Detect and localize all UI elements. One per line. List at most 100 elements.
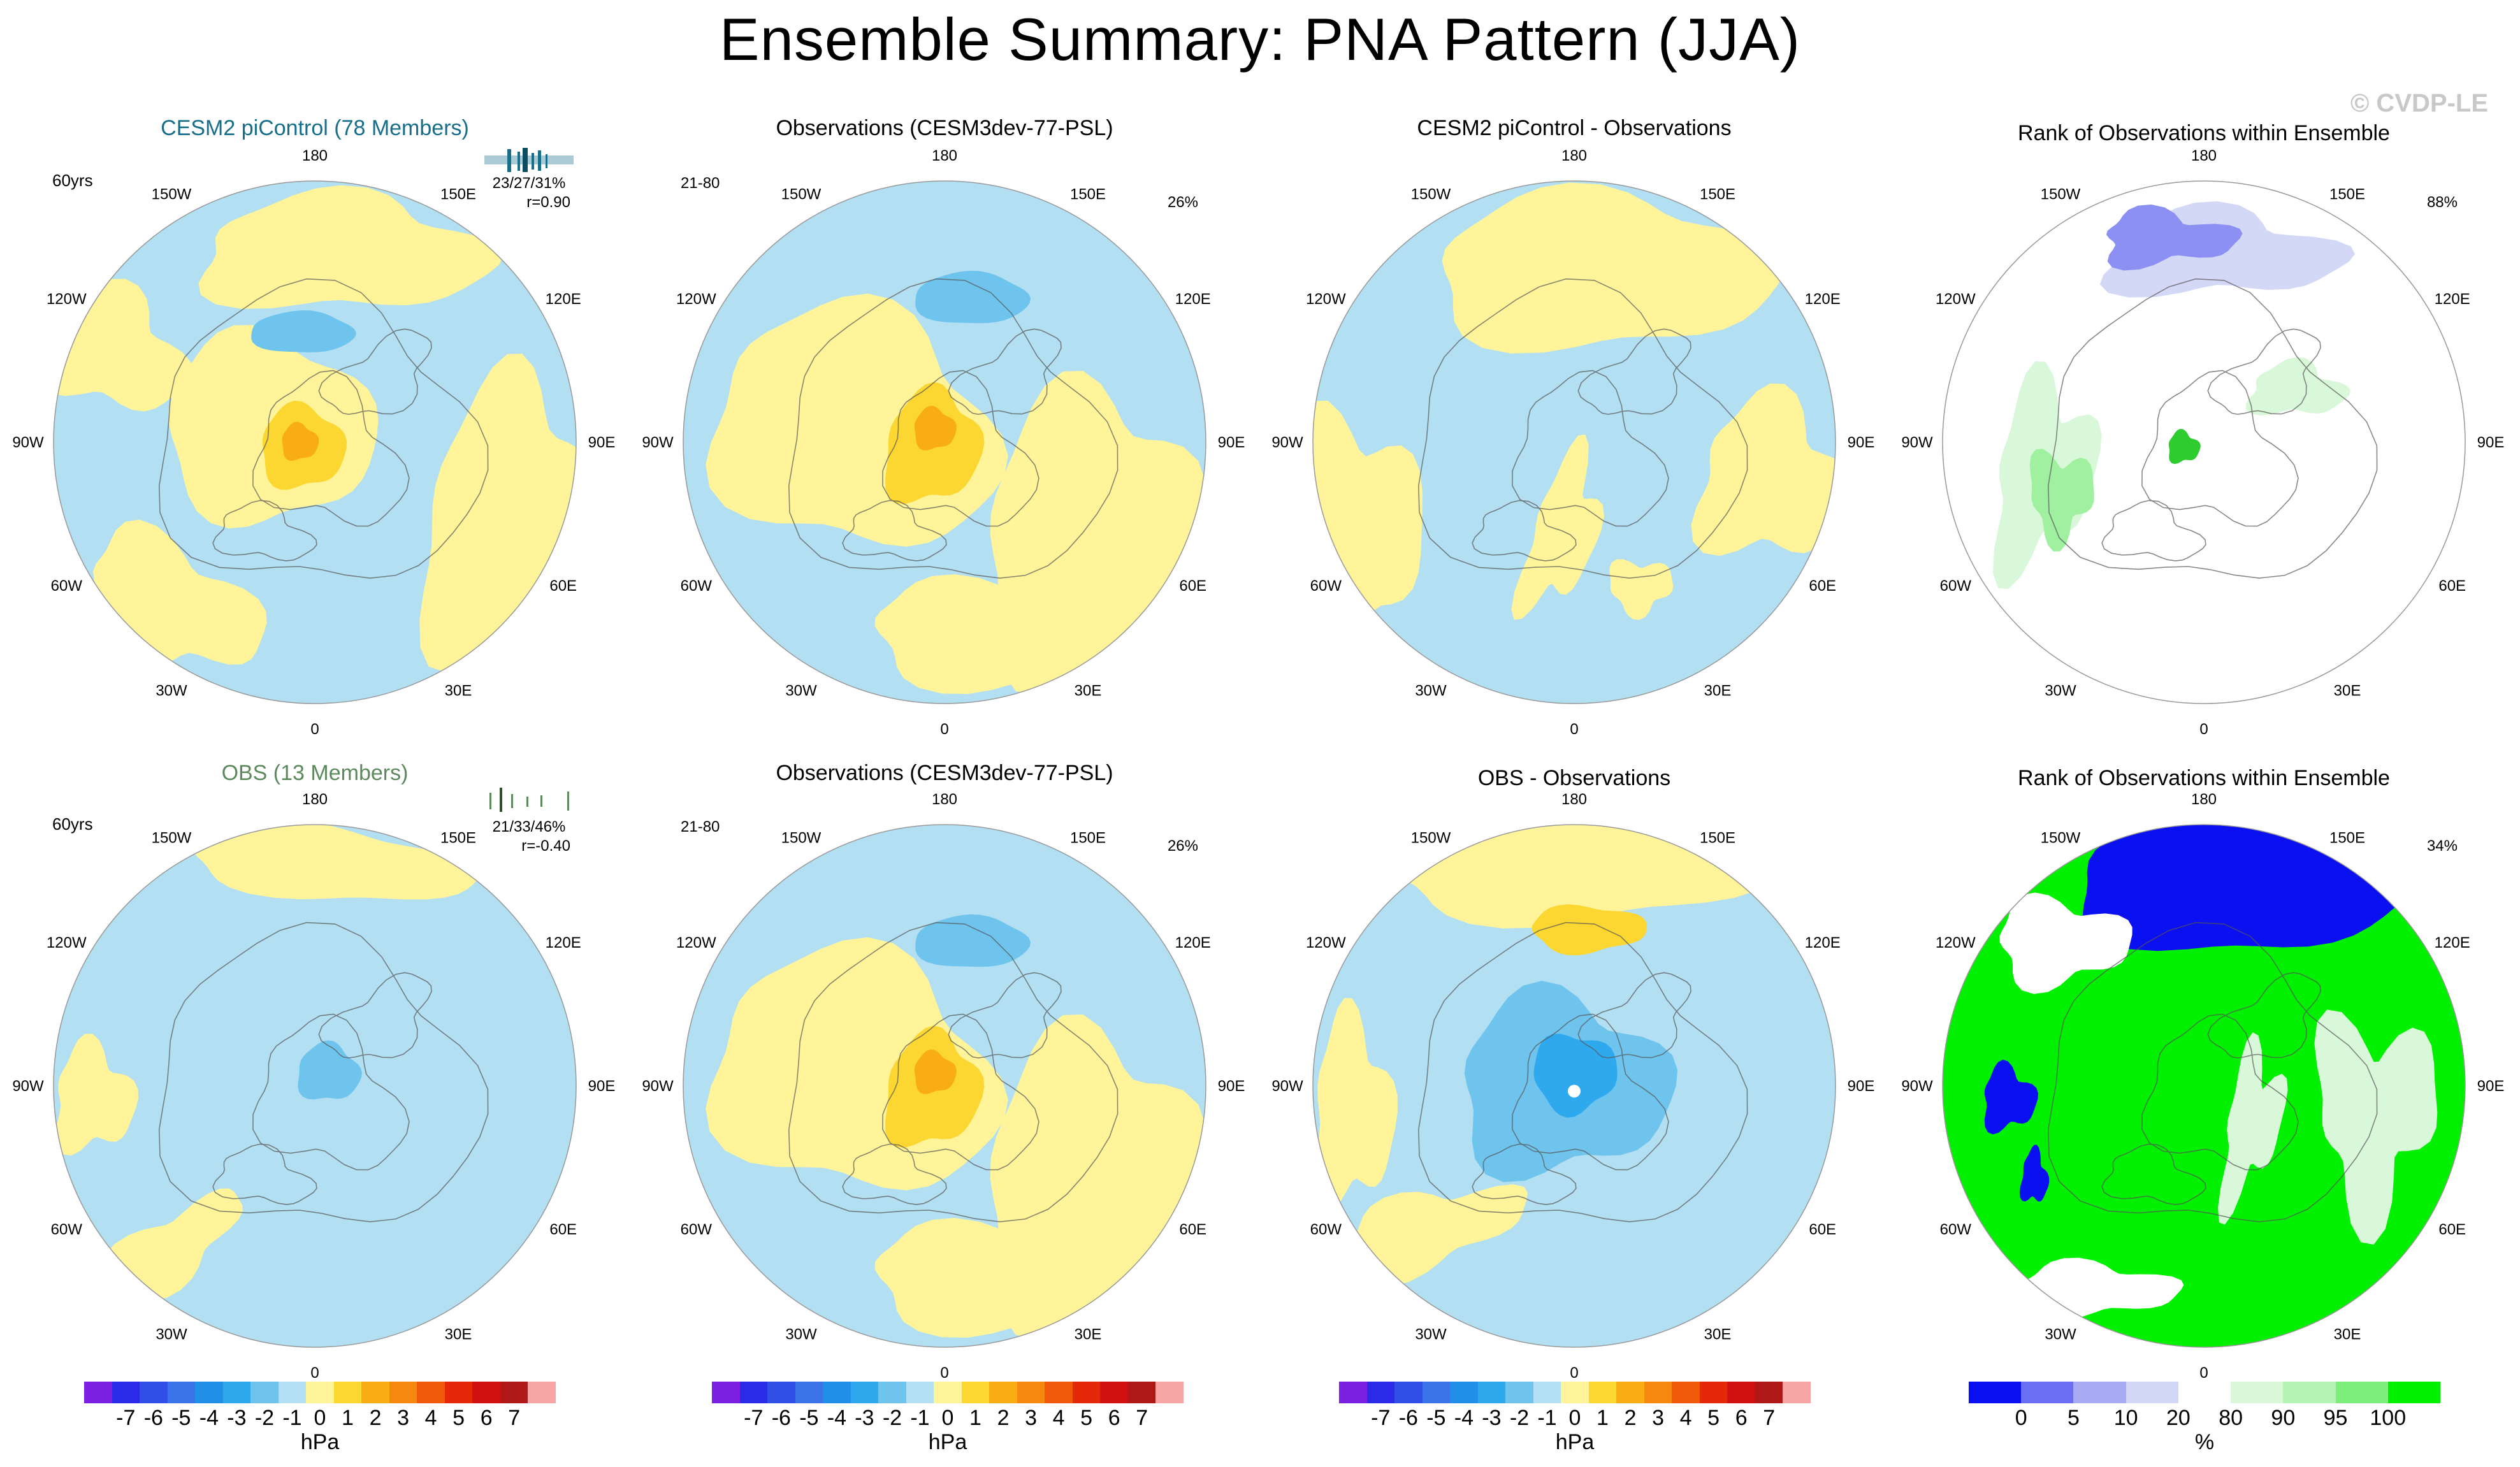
longitude-label: 60E — [2438, 1221, 2466, 1238]
longitude-label: 90W — [642, 434, 674, 451]
longitude-label: 120E — [2435, 934, 2470, 951]
longitude-label: 90W — [642, 1078, 674, 1095]
longitude-label: 90E — [1218, 1078, 1245, 1095]
colorbar-tick-label: 5 — [1080, 1406, 1093, 1430]
longitude-label: 60W — [1310, 1221, 1342, 1238]
colorbar-tick-label: -7 — [116, 1406, 136, 1430]
colorbar-swatch — [1727, 1382, 1756, 1403]
colorbar-tick-label: 4 — [1052, 1406, 1065, 1430]
polar-map: 180 150E 120E 90E 60E 30E 0 30W 60W 90W 120W 150W — [1901, 791, 2504, 1382]
longitude-label: 120E — [2435, 291, 2470, 308]
colorbar-tick-label: 5 — [453, 1406, 465, 1430]
longitude-label: 30W — [1415, 683, 1447, 700]
years-label: 21-80 — [681, 818, 720, 835]
panel-title: Observations (CESM3dev-77-PSL) — [776, 116, 1113, 140]
colorbar-swatch — [1127, 1382, 1156, 1403]
colorbar-tick-label: 1 — [342, 1406, 354, 1430]
colorbar-tick-label: -4 — [827, 1406, 846, 1430]
longitude-label: 30W — [2045, 683, 2076, 700]
map-boundary — [1312, 824, 1836, 1348]
polar-map: 180 150E 120E 90E 60E 30E 0 30W 60W 90W 120W 150W — [642, 147, 1245, 738]
ensemble-spread-strip — [489, 788, 569, 812]
colorbar-swatch — [1155, 1382, 1184, 1403]
polar-map: 180 150E 120E 90E 60E 30E 0 30W 60W 90W 120W 150W — [12, 147, 615, 738]
map-boundary — [683, 824, 1206, 1348]
longitude-label: 30W — [156, 683, 187, 700]
longitude-label: 180 — [2191, 147, 2217, 164]
longitude-label: 180 — [302, 791, 328, 808]
colorbar-swatch — [472, 1382, 501, 1403]
colorbar-tick-label: -3 — [227, 1406, 247, 1430]
colorbar-swatch — [1450, 1382, 1479, 1403]
panel-observations-2: Observations (CESM3dev-77-PSL) 21-80 26%… — [630, 752, 1259, 1389]
colorbar-tick-label: 80 — [2219, 1406, 2243, 1430]
panel-title: Rank of Observations within Ensemble — [2018, 766, 2390, 790]
colorbar-tick-label: 4 — [1679, 1406, 1692, 1430]
colorbar-swatch — [2073, 1382, 2127, 1403]
colorbar-rank: 0 5 10 20 80 90 95 100% — [1969, 1382, 2441, 1464]
colorbar-tick-label: -2 — [254, 1406, 275, 1430]
colorbar-swatch — [1072, 1382, 1101, 1403]
stats-label: 21/33/46% — [492, 818, 566, 835]
longitude-label: 150E — [2329, 185, 2365, 203]
percent-label: 88% — [2426, 194, 2458, 211]
longitude-label: 120W — [47, 934, 87, 951]
colorbar-tick-label: 3 — [1025, 1406, 1038, 1430]
longitude-label: 150E — [1070, 185, 1106, 203]
colorbar-swatch — [195, 1382, 224, 1403]
longitude-label: 150W — [1411, 829, 1451, 846]
colorbar-tick-label: -1 — [282, 1406, 302, 1430]
colorbar-swatch — [1644, 1382, 1672, 1403]
longitude-label: 30E — [1075, 683, 1102, 700]
longitude-label: 180 — [302, 147, 328, 164]
colorbar-tick-label: 2 — [997, 1406, 1010, 1430]
colorbar-swatch — [934, 1382, 962, 1403]
map-boundary — [1942, 180, 2466, 704]
colorbar-tick-label: 0 — [941, 1406, 954, 1430]
longitude-label: 0 — [310, 721, 319, 738]
longitude-label: 150W — [2041, 829, 2081, 846]
colorbar-swatch — [878, 1382, 907, 1403]
colorbar-tick-label: -5 — [1426, 1406, 1446, 1430]
colorbar-swatch — [2178, 1382, 2231, 1403]
colorbar-swatch — [961, 1382, 990, 1403]
longitude-label: 30W — [156, 1326, 187, 1343]
colorbar-swatch — [1422, 1382, 1451, 1403]
colorbar-unit: hPa — [928, 1430, 967, 1454]
panel-title: CESM2 piControl - Observations — [1417, 116, 1732, 140]
map-boundary — [53, 180, 577, 704]
longitude-label: 90E — [1848, 1078, 1875, 1095]
colorbar-swatch — [140, 1382, 168, 1403]
coastlines — [2047, 921, 2378, 1223]
colorbar-swatch — [1505, 1382, 1534, 1403]
longitude-label: 180 — [2191, 791, 2217, 808]
colorbar-unit: % — [2194, 1430, 2215, 1454]
longitude-label: 0 — [1570, 721, 1578, 738]
longitude-label: 120E — [546, 934, 581, 951]
colorbar-swatch — [1969, 1382, 2022, 1403]
panel-obs-minus-obs: OBS - Observations 180 150E 120E 90E 60E 30E 0… — [1259, 752, 1889, 1389]
colorbar-swatch — [278, 1382, 307, 1403]
longitude-label: 150E — [440, 185, 476, 203]
years-label: 60yrs — [52, 814, 93, 834]
colorbar-tick-label: -4 — [1454, 1406, 1474, 1430]
longitude-label: 60E — [1809, 1221, 1836, 1238]
polar-map: 180 150E 120E 90E 60E 30E 0 30W 60W 90W 120W 150W — [1271, 791, 1874, 1382]
longitude-label: 90E — [588, 1078, 616, 1095]
colorbar-unit: hPa — [1555, 1430, 1595, 1454]
longitude-label: 90W — [12, 1078, 44, 1095]
coastlines — [1417, 921, 1748, 1223]
years-label: 21-80 — [681, 175, 720, 192]
longitude-label: 60E — [549, 577, 577, 595]
colorbar-tick-label: 2 — [1624, 1406, 1637, 1430]
colorbar-swatch — [850, 1382, 879, 1403]
colorbar-swatch — [84, 1382, 113, 1403]
colorbar-swatch — [1366, 1382, 1395, 1403]
longitude-label: 60W — [681, 1221, 713, 1238]
longitude-label: 60E — [2438, 577, 2466, 595]
longitude-label: 60E — [1179, 577, 1206, 595]
longitude-label: 150W — [2041, 185, 2081, 203]
polar-map: 180 150E 120E 90E 60E 30E 0 30W 60W 90W 120W 150W — [12, 791, 615, 1382]
longitude-label: 30W — [785, 683, 817, 700]
colorbar-tick-label: -1 — [1537, 1406, 1557, 1430]
